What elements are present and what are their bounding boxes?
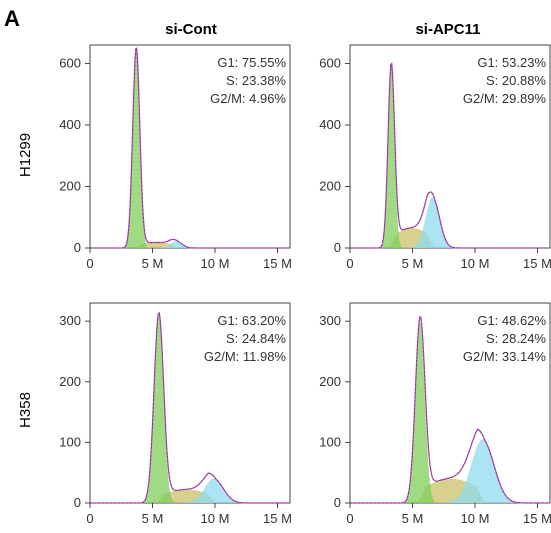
phase-percentage-label: G2/M: 4.96% bbox=[210, 91, 286, 106]
phase-percentage-label: S: 20.88% bbox=[486, 73, 546, 88]
phase-percentage-label: G1: 75.55% bbox=[217, 55, 286, 70]
histogram-data-line bbox=[90, 312, 290, 504]
phase-percentage-label: G2/M: 33.14% bbox=[463, 349, 547, 364]
phase-percentage-label: G1: 63.20% bbox=[217, 313, 286, 328]
phase-percentage-label: S: 28.24% bbox=[486, 331, 546, 346]
x-tick-label: 10 M bbox=[201, 256, 230, 271]
y-tick-label: 200 bbox=[319, 374, 341, 389]
y-tick-label: 300 bbox=[59, 313, 81, 328]
x-tick-label: 10 M bbox=[201, 511, 230, 526]
y-tick-label: 300 bbox=[319, 313, 341, 328]
y-tick-label: 200 bbox=[319, 178, 341, 193]
g1-phase-area bbox=[90, 49, 290, 248]
x-tick-label: 15 M bbox=[523, 256, 551, 271]
x-tick-label: 5 M bbox=[402, 256, 424, 271]
x-tick-label: 5 M bbox=[142, 256, 164, 271]
y-tick-label: 600 bbox=[319, 55, 341, 70]
row-label-h1299: H1299 bbox=[17, 133, 34, 177]
x-tick-label: 15 M bbox=[523, 511, 551, 526]
x-tick-label: 10 M bbox=[461, 511, 490, 526]
s-phase-area bbox=[350, 228, 550, 248]
y-tick-label: 0 bbox=[334, 495, 341, 510]
histogram-data-line bbox=[350, 315, 550, 504]
g1-phase-area bbox=[350, 68, 550, 249]
y-tick-label: 100 bbox=[59, 434, 81, 449]
row-label-h358: H358 bbox=[17, 392, 34, 428]
histogram-panel-4: 0 5 M 10 M 15 M 0 100 200 300 G1: 48.62% S: 28.24… bbox=[319, 302, 551, 526]
histogram-data-line bbox=[350, 62, 550, 249]
phase-percentage-label: G1: 48.62% bbox=[477, 313, 546, 328]
y-tick-label: 100 bbox=[319, 434, 341, 449]
x-tick-label: 0 bbox=[346, 256, 353, 271]
y-tick-label: 400 bbox=[319, 117, 341, 132]
y-tick-label: 0 bbox=[74, 240, 81, 255]
y-tick-label: 200 bbox=[59, 374, 81, 389]
histogram-panel-2: 0 5 M 10 M 15 M 0 200 400 600 G1: 53.23% S: 20.88… bbox=[319, 44, 551, 271]
x-tick-label: 10 M bbox=[461, 256, 490, 271]
y-tick-label: 0 bbox=[334, 240, 341, 255]
x-tick-label: 15 M bbox=[263, 256, 292, 271]
x-tick-label: 5 M bbox=[142, 511, 164, 526]
y-tick-label: 0 bbox=[74, 495, 81, 510]
g2m-phase-area bbox=[350, 197, 550, 248]
x-tick-label: 5 M bbox=[402, 511, 424, 526]
column-title-si-apc11: si-APC11 bbox=[415, 21, 480, 38]
y-tick-label: 400 bbox=[59, 117, 81, 132]
histogram-data-line bbox=[90, 47, 290, 249]
histogram-panel-1: 0 5 M 10 M 15 M 0 200 400 600 G1: 75.55% S: 23.38… bbox=[59, 44, 292, 271]
x-tick-label: 0 bbox=[346, 511, 353, 526]
x-tick-label: 15 M bbox=[263, 511, 292, 526]
phase-percentage-label: G1: 53.23% bbox=[477, 55, 546, 70]
s-phase-area bbox=[350, 478, 550, 503]
g2m-phase-area bbox=[350, 439, 550, 503]
phase-percentage-label: G2/M: 11.98% bbox=[204, 349, 287, 364]
column-title-si-cont: si-Cont bbox=[165, 21, 217, 38]
y-tick-label: 600 bbox=[59, 55, 81, 70]
x-tick-label: 0 bbox=[86, 511, 93, 526]
phase-percentage-label: S: 23.38% bbox=[226, 73, 286, 88]
g2m-phase-area bbox=[90, 241, 290, 248]
phase-percentage-label: G2/M: 29.89% bbox=[463, 91, 547, 106]
x-tick-label: 0 bbox=[86, 256, 93, 271]
histogram-panel-3: 0 5 M 10 M 15 M 0 100 200 300 G1: 63.20% S: 24.84… bbox=[59, 302, 292, 526]
y-tick-label: 200 bbox=[59, 178, 81, 193]
s-phase-area bbox=[90, 489, 290, 503]
panel-letter: A bbox=[4, 6, 20, 31]
phase-percentage-label: S: 24.84% bbox=[226, 331, 286, 346]
